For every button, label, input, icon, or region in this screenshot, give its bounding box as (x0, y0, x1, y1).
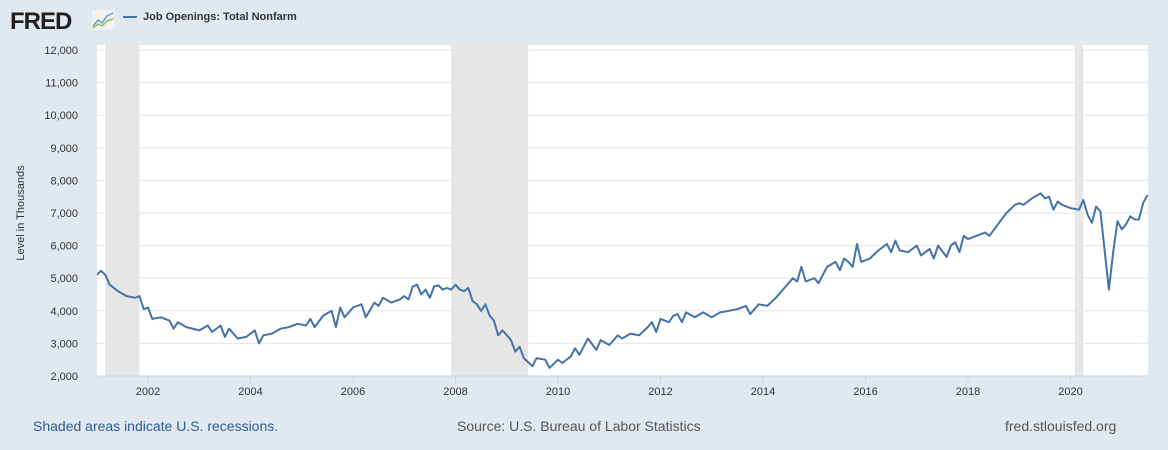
recessions-link[interactable]: Shaded areas indicate U.S. recessions. (33, 418, 279, 434)
plot-area (97, 45, 1148, 376)
chart-logo-icon (92, 10, 114, 30)
y-tick-label: 6,000 (50, 241, 78, 253)
x-tick-label: 2016 (853, 386, 877, 398)
line-chart: 2,000 3,000 4,000 5,000 6,000 7,000 8,000 9,000… (15, 45, 1148, 398)
y-tick-label: 10,000 (44, 110, 78, 122)
y-axis-label: Level in Thousands (15, 165, 27, 261)
site-link[interactable]: fred.stlouisfed.org (1005, 418, 1117, 434)
x-tick-label: 2012 (648, 386, 672, 398)
x-tick-label: 2020 (1058, 386, 1082, 398)
y-tick-label: 12,000 (44, 45, 78, 57)
legend-swatch (123, 16, 137, 18)
x-tick-label: 2014 (751, 386, 775, 398)
y-tick-label: 2,000 (50, 371, 78, 383)
y-tick-label: 4,000 (50, 306, 78, 318)
x-tick-label: 2004 (238, 386, 262, 398)
source-text: Source: U.S. Bureau of Labor Statistics (457, 418, 701, 434)
legend-label: Job Openings: Total Nonfarm (143, 11, 297, 23)
y-tick-label: 9,000 (50, 143, 78, 155)
recession-band (105, 45, 140, 376)
x-tick-label: 2008 (443, 386, 467, 398)
x-tick-label: 2006 (341, 386, 365, 398)
y-tick-label: 11,000 (45, 78, 78, 90)
fred-logo[interactable]: FRED (10, 8, 72, 35)
x-tick-label: 2002 (136, 386, 160, 398)
y-tick-label: 8,000 (50, 175, 78, 187)
x-tick-label: 2018 (956, 386, 980, 398)
series-line (97, 192, 1148, 369)
y-tick-label: 5,000 (50, 273, 78, 285)
y-tick-label: 3,000 (50, 338, 78, 350)
recession-band (451, 45, 529, 376)
x-tick-label: 2010 (546, 386, 570, 398)
legend: Job Openings: Total Nonfarm (123, 11, 297, 23)
y-tick-label: 7,000 (50, 208, 78, 220)
